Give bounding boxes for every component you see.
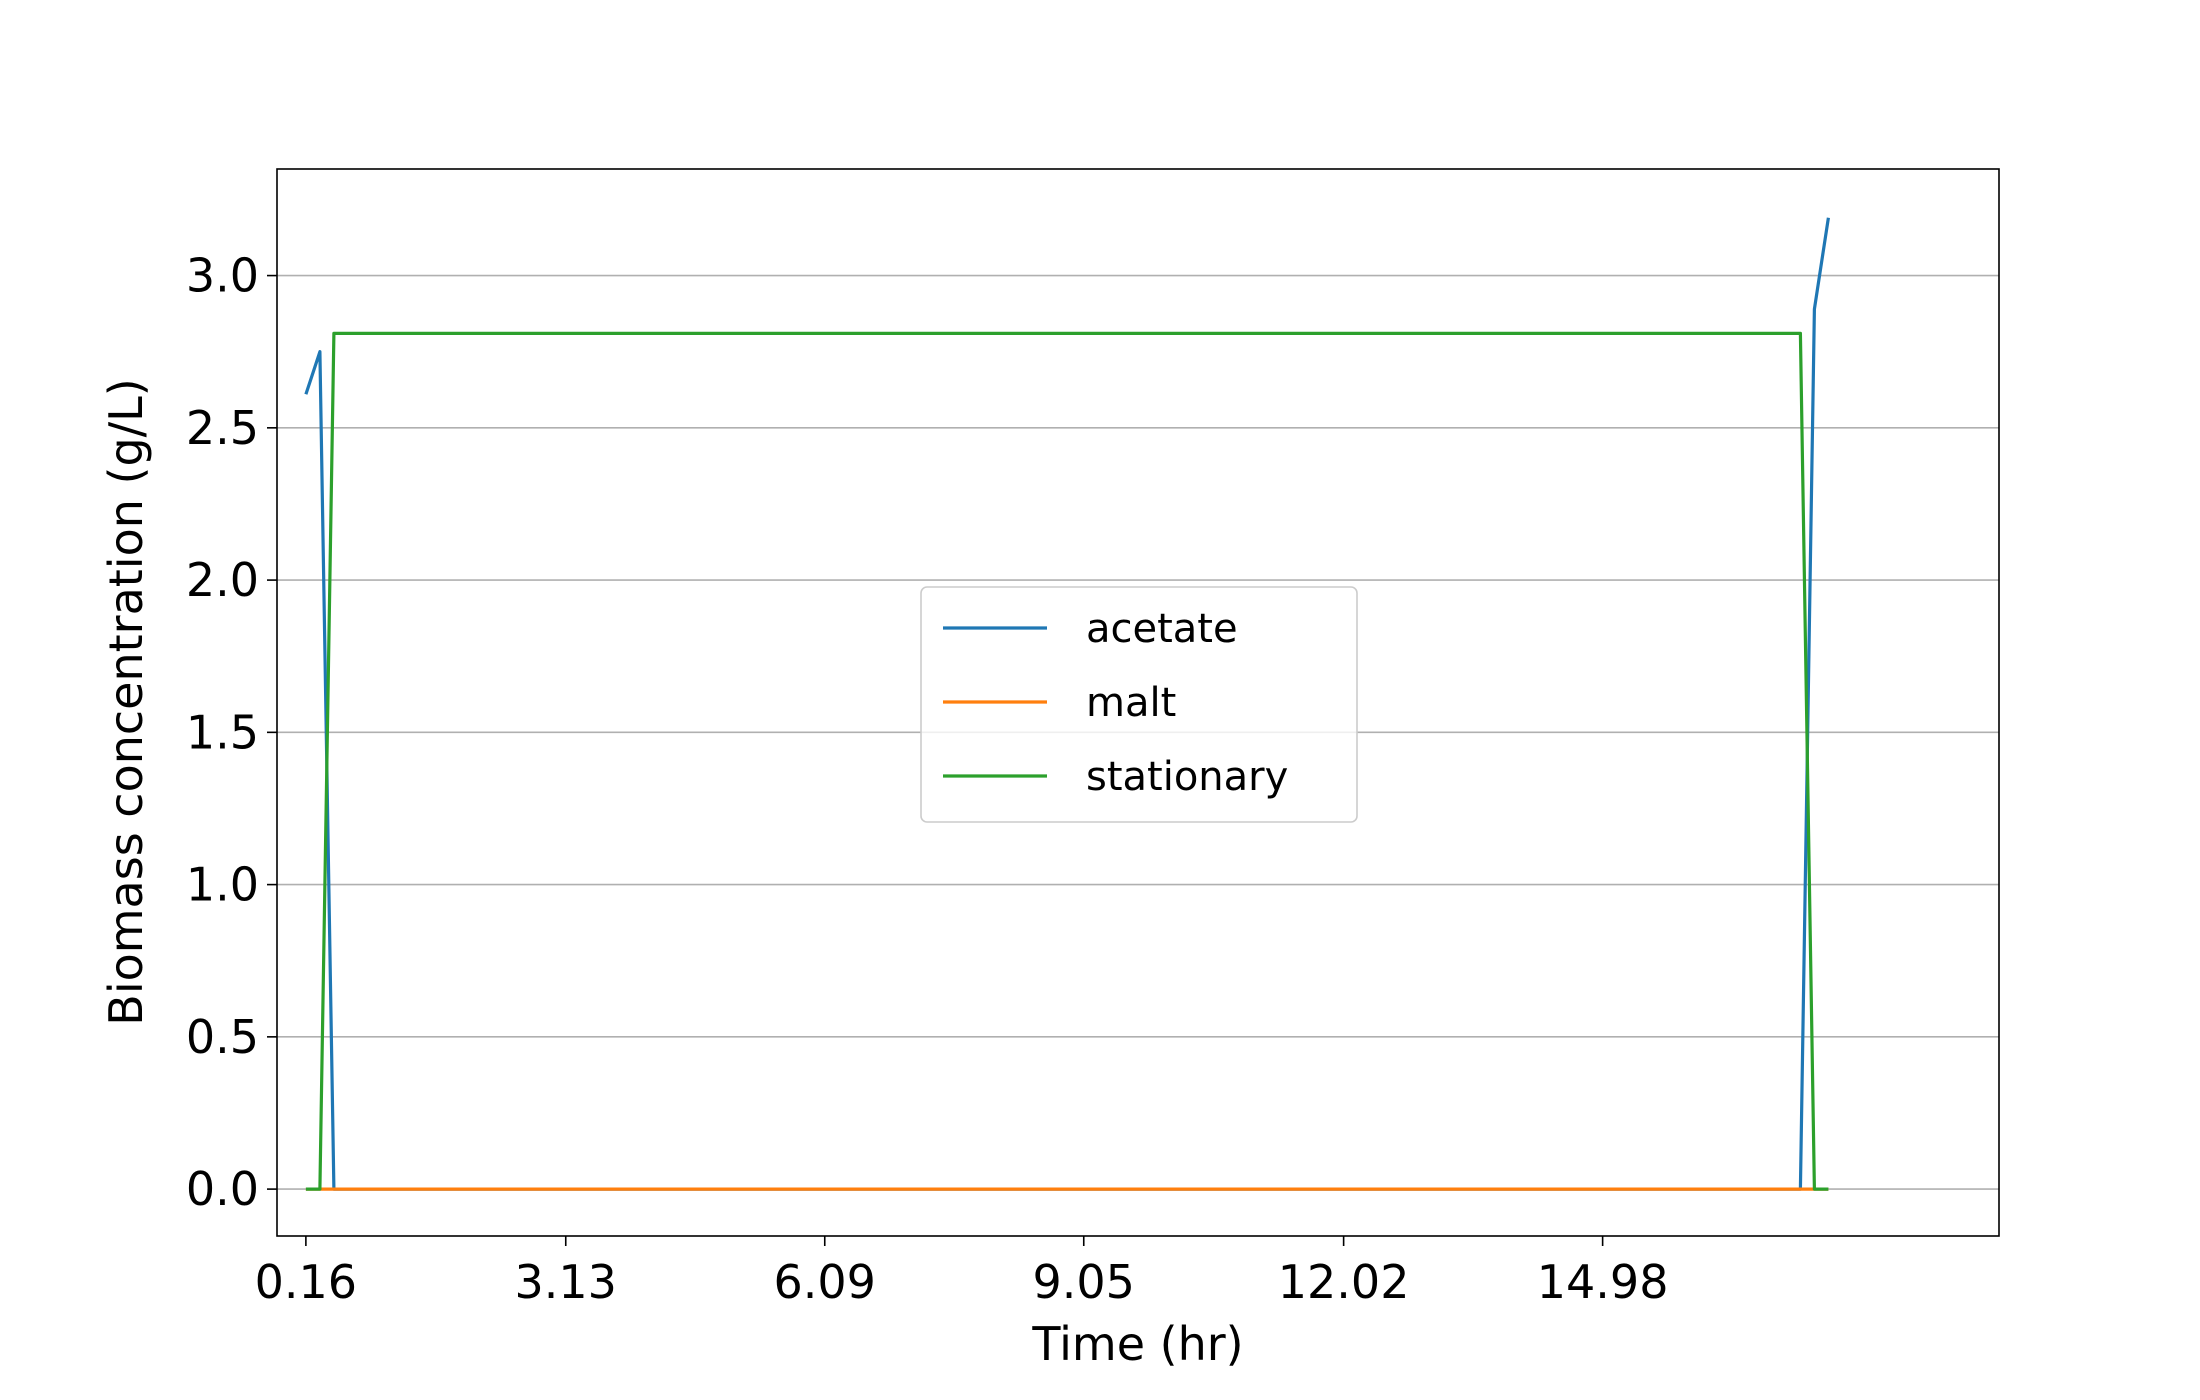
x-tick-label: 14.98 xyxy=(1537,1255,1669,1309)
y-tick-label: 1.5 xyxy=(186,705,259,759)
x-tick-label: 12.02 xyxy=(1278,1255,1410,1309)
y-axis-ticks: 0.0 0.5 1.0 1.5 2.0 2.5 3.0 xyxy=(186,249,277,1216)
y-axis-title: Biomass concentration (g/L) xyxy=(99,378,153,1025)
y-tick-label: 3.0 xyxy=(186,249,259,303)
x-tick-label: 6.09 xyxy=(774,1255,876,1309)
legend: acetate malt stationary xyxy=(920,586,1358,823)
legend-label-malt: malt xyxy=(1086,680,1176,726)
x-axis-title: Time (hr) xyxy=(1031,1317,1243,1371)
legend-label-acetate: acetate xyxy=(1086,606,1238,652)
legend-box xyxy=(920,586,1358,823)
x-tick-label: 9.05 xyxy=(1033,1255,1135,1309)
y-tick-label: 2.5 xyxy=(186,401,259,455)
y-tick-label: 0.5 xyxy=(186,1010,259,1064)
x-tick-label: 3.13 xyxy=(515,1255,617,1309)
plot-frame xyxy=(276,168,2000,1237)
x-axis-ticks: 0.16 3.13 6.09 9.05 12.02 14.98 xyxy=(255,1236,1669,1309)
y-tick-label: 2.0 xyxy=(186,553,259,607)
y-tick-label: 0.0 xyxy=(186,1162,259,1216)
series-line-stationary xyxy=(305,331,1829,1191)
y-tick-label: 1.0 xyxy=(186,858,259,912)
series-group xyxy=(304,217,1830,1191)
legend-label-stationary: stationary xyxy=(1086,754,1288,800)
x-tick-label: 0.16 xyxy=(255,1255,357,1309)
